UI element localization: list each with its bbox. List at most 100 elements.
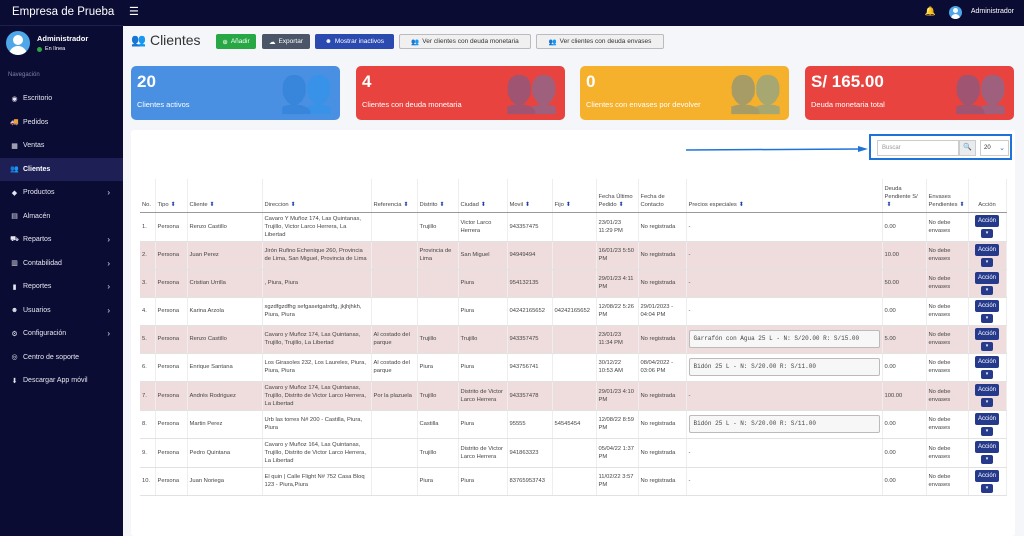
containers-card: 0 Clientes con envases por devolver 👥 xyxy=(580,66,789,120)
chevron-down-icon[interactable]: ▾ xyxy=(981,257,993,267)
special-price-box: Bidón 25 L - N: S/20.00 R: S/11.00 xyxy=(688,415,880,433)
column-header[interactable]: Deuda Pendiente S/⬍ xyxy=(882,179,927,213)
cell-env: No debe envases xyxy=(926,241,969,270)
money-debt-filter-button[interactable]: 👥 Ver clientes con deuda monetaria xyxy=(399,34,531,49)
bell-icon[interactable]: 🔔 xyxy=(924,6,936,16)
sidebar-item-centro-de-soporte[interactable]: ◎ Centro de soporte xyxy=(0,346,123,370)
sidebar-item-almac-n[interactable]: ▤ Almacén xyxy=(0,205,123,229)
sidebar-item-configuraci-n[interactable]: ⚙ Configuración › xyxy=(0,322,123,346)
cell-dist: Trujillo xyxy=(417,381,459,411)
column-header[interactable]: Fecha Último Pedido ⬍ xyxy=(596,179,639,213)
sidebar-item-contabilidad[interactable]: ▥ Contabilidad › xyxy=(0,252,123,276)
column-header[interactable]: Ciudad ⬍ xyxy=(458,179,508,213)
user-panel: Administrador En línea xyxy=(0,31,123,67)
sidebar-item-productos[interactable]: ◆ Productos › xyxy=(0,181,123,205)
cell-env: No debe envases xyxy=(926,297,969,326)
users-icon: 👥 xyxy=(504,66,559,115)
brand-name[interactable]: Empresa de Prueba xyxy=(0,0,123,26)
chevron-down-icon[interactable]: ▾ xyxy=(981,426,993,436)
cell-fc: No registrada xyxy=(638,325,687,354)
action-button[interactable]: Acción xyxy=(974,412,999,425)
cell-ciudad: Victor Larco Herrera xyxy=(458,212,508,242)
top-avatar[interactable] xyxy=(949,6,962,19)
chevron-down-icon[interactable]: ▾ xyxy=(981,369,993,379)
search-icon[interactable]: 🔍 xyxy=(959,140,976,156)
cell-fijo: 04242165652 xyxy=(552,297,597,326)
page-title: 👥 Clientes xyxy=(131,32,201,48)
top-bar: ☰ 🔔 Administrador xyxy=(123,0,1024,26)
cell-ciudad: San Miguel xyxy=(458,241,508,270)
action-button[interactable]: Acción xyxy=(974,215,999,227)
cell-fup: 05/04/22 1:37 PM xyxy=(596,438,639,468)
table-row: 2. Persona Juan Perez Jirón Rufino Echeniqu… xyxy=(140,241,1007,270)
box-icon: ◆ xyxy=(11,189,18,197)
cell-dist: Provincia de Lima xyxy=(417,241,459,270)
chevron-down-icon[interactable]: ▾ xyxy=(981,341,993,351)
column-header[interactable]: Direccion ⬍ xyxy=(262,179,372,213)
sidebar-item-usuarios[interactable]: ☻ Usuarios › xyxy=(0,299,123,323)
action-button[interactable]: Acción xyxy=(974,441,999,453)
cell-no: 9. xyxy=(140,438,156,468)
action-button[interactable]: Acción xyxy=(974,384,999,396)
sidebar-item-descargar-app-m-vil[interactable]: ⬇ Descargar App móvil xyxy=(0,369,123,393)
column-header[interactable]: Tipo ⬍ xyxy=(155,179,188,213)
cell-action: Acción ▾ xyxy=(968,410,1007,439)
sidebar-item-repartos[interactable]: ⛟ Repartos › xyxy=(0,228,123,252)
action-button[interactable]: Acción xyxy=(974,469,999,482)
cell-dir: Cavaro y Muñoz 174, Las Quintanas, Truji… xyxy=(262,325,372,354)
cell-cliente: Renzo Castillo xyxy=(187,212,263,242)
chevron-down-icon[interactable]: ▾ xyxy=(981,313,993,323)
cell-ref xyxy=(371,212,418,242)
cell-tipo: Persona xyxy=(155,212,188,242)
cell-dist xyxy=(417,297,459,326)
sidebar-item-clientes[interactable]: 👥 Clientes xyxy=(0,157,123,181)
column-header[interactable]: Envases Pendientes ⬍ xyxy=(926,179,969,213)
add-button[interactable]: ⊕ Añadir xyxy=(216,34,256,49)
sidebar-item-escritorio[interactable]: ◉ Escritorio xyxy=(0,87,123,111)
action-button[interactable]: Acción xyxy=(974,327,999,340)
chevron-down-icon[interactable]: ▾ xyxy=(981,229,993,238)
special-price-box: Bidón 25 L - N: S/20.00 R: S/11.00 xyxy=(688,358,880,376)
cell-tipo: Persona xyxy=(155,325,188,354)
cell-movil: 83765953743 xyxy=(507,467,553,496)
cell-fup: 23/01/23 11:34 PM xyxy=(596,325,639,354)
cell-no: 3. xyxy=(140,269,156,298)
cell-movil: 94949494 xyxy=(507,241,553,270)
cell-dir: El quin | Calle Flight N# 752 Casa Bloq … xyxy=(262,467,372,496)
action-button[interactable]: Acción xyxy=(974,299,999,312)
column-header[interactable]: Precios especiales ⬍ xyxy=(686,179,883,213)
cell-ref xyxy=(371,269,418,298)
chevron-down-icon[interactable]: ▾ xyxy=(981,455,993,464)
hamburger-menu-icon[interactable]: ☰ xyxy=(129,6,139,18)
column-header[interactable]: Movil ⬍ xyxy=(507,179,553,213)
export-button[interactable]: ☁ Exportar xyxy=(262,34,310,49)
chevron-down-icon[interactable]: ▾ xyxy=(981,483,993,493)
chevron-down-icon[interactable]: ▾ xyxy=(981,285,993,295)
users-icon: 👥 xyxy=(953,66,1008,115)
action-button[interactable]: Acción xyxy=(974,243,999,256)
page-size-select[interactable]: 20 ⌄ xyxy=(980,140,1009,156)
chevron-right-icon: › xyxy=(107,188,110,198)
total-debt-card: S/ 165.00 Deuda monetaria total 👥 xyxy=(805,66,1014,120)
search-input[interactable]: Buscar xyxy=(877,140,959,156)
column-header[interactable]: Referencia ⬍ xyxy=(371,179,418,213)
users-icon: 👥 xyxy=(279,66,334,115)
user-icon: ☻ xyxy=(325,38,332,45)
cell-dir: , Piura, Piura xyxy=(262,269,372,298)
top-user-name[interactable]: Administrador xyxy=(970,8,1014,15)
column-header[interactable]: Cliente ⬍ xyxy=(187,179,263,213)
column-header[interactable]: Distrito ⬍ xyxy=(417,179,459,213)
cell-deuda: 0.00 xyxy=(882,438,927,468)
sidebar-item-reportes[interactable]: ▮ Reportes › xyxy=(0,275,123,299)
show-inactive-button[interactable]: ☻ Mostrar inactivos xyxy=(315,34,394,49)
container-debt-filter-button[interactable]: 👥 Ver clientes con deuda envases xyxy=(536,34,664,49)
cell-dist xyxy=(417,269,459,298)
sidebar-item-pedidos[interactable]: 🚚 Pedidos xyxy=(0,111,123,135)
action-button[interactable]: Acción xyxy=(974,355,999,368)
column-header[interactable]: Fijo ⬍ xyxy=(552,179,597,213)
sidebar-item-ventas[interactable]: ▦ Ventas xyxy=(0,134,123,158)
chevron-down-icon[interactable]: ▾ xyxy=(981,398,993,407)
action-button[interactable]: Acción xyxy=(974,271,999,284)
cell-movil: 954132135 xyxy=(507,269,553,298)
sidebar-item-label: Escritorio xyxy=(23,95,53,103)
